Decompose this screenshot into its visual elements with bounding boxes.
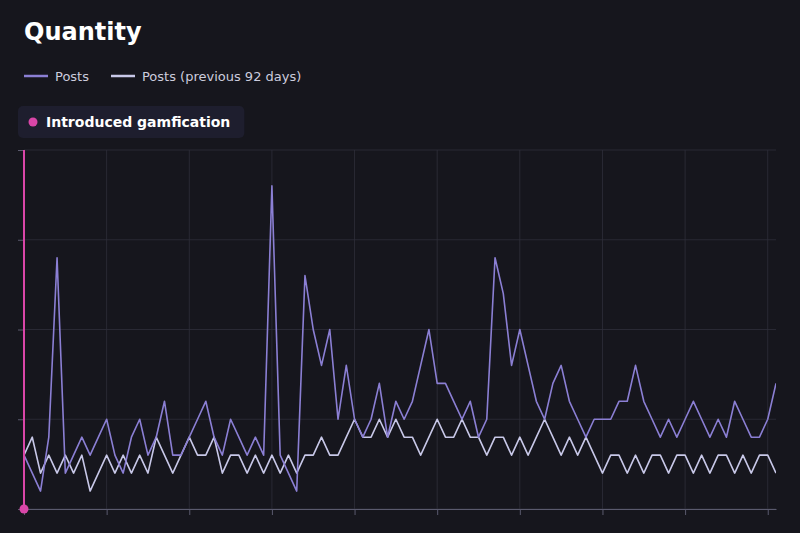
tick <box>685 509 686 515</box>
tick-mark <box>685 509 686 515</box>
tick-mark <box>520 509 521 515</box>
tick-mark <box>602 509 603 515</box>
legend-item: Posts (previous 92 days) <box>111 69 301 84</box>
annotation-box <box>18 106 244 138</box>
tick <box>355 509 356 515</box>
series-line <box>24 186 776 491</box>
tick-mark <box>437 509 438 515</box>
tick <box>437 509 438 515</box>
tick-mark <box>107 509 108 515</box>
legend-label: Posts (previous 92 days) <box>142 69 301 84</box>
legend-label: Posts <box>55 69 89 84</box>
annotation-dot <box>20 505 29 514</box>
tick <box>107 509 108 515</box>
background <box>0 0 800 533</box>
grid-line <box>24 509 776 510</box>
annotation-text: Introduced gamfication <box>46 114 230 130</box>
tick <box>272 509 273 515</box>
y-axis <box>18 151 25 510</box>
annotation-line <box>23 150 25 509</box>
legend-swatch <box>111 75 135 78</box>
chart: Quantity Posts Posts (previous 92 days) Int… <box>0 0 800 533</box>
grid <box>24 150 776 509</box>
axis-line <box>24 151 25 510</box>
grid-line <box>24 150 25 509</box>
legend-item: Posts <box>24 69 89 84</box>
grid-line <box>24 150 776 151</box>
grid-line <box>24 329 776 330</box>
annotation-marker <box>29 118 38 127</box>
x-axis <box>25 509 777 515</box>
legend: Posts Posts (previous 92 days) <box>24 69 301 84</box>
tick-mark <box>272 509 273 515</box>
title: Quantity <box>24 18 142 46</box>
tick-mark <box>768 509 769 515</box>
grid-line <box>24 419 776 420</box>
grid-line <box>24 239 776 240</box>
tick <box>602 509 603 515</box>
annotation: Introduced gamfication <box>18 106 244 514</box>
axis-line <box>25 509 777 510</box>
tick <box>189 509 190 515</box>
tick <box>768 509 769 515</box>
legend-swatch <box>24 75 48 78</box>
tick-mark <box>355 509 356 515</box>
tick <box>520 509 521 515</box>
plot-area <box>24 186 776 491</box>
tick-mark <box>189 509 190 515</box>
